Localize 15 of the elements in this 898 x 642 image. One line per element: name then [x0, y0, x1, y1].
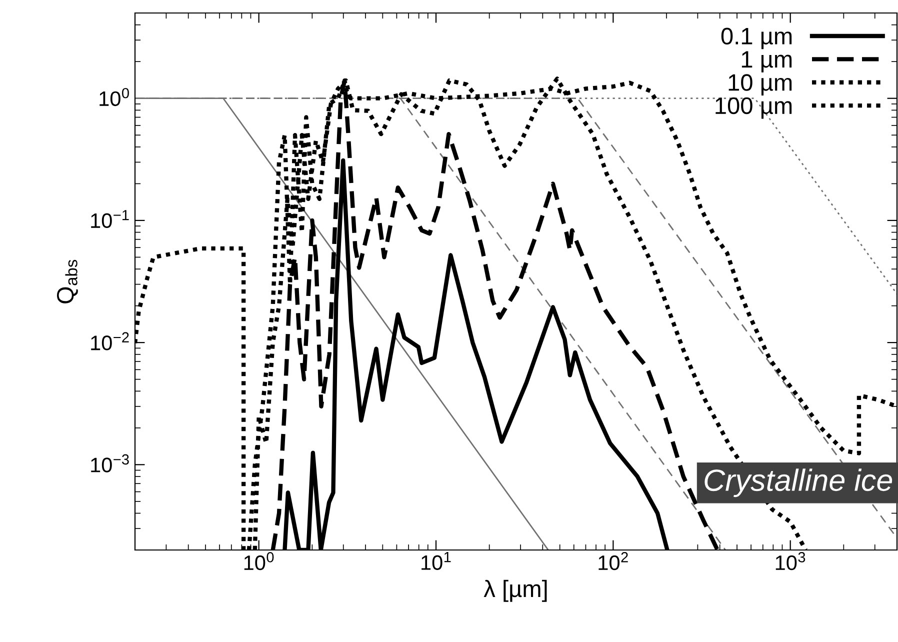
y-tick-label: 10$^{−2}$ [91, 332, 129, 350]
legend-label: 100 µm [716, 97, 792, 119]
y-tick-label: 10$^{−1}$ [91, 210, 129, 228]
legend-label: 1 µm [742, 51, 792, 72]
annotation: Crystalline ice [704, 468, 892, 498]
legend-label: 10 µm [728, 74, 792, 96]
y-tick-label: 10$^{0}$ [100, 88, 129, 106]
x-axis-title: λ [µm] [484, 580, 547, 602]
x-tick-label: 10$^{1}$ [422, 552, 451, 570]
y-tick-label: 10$^{−3}$ [91, 454, 129, 472]
x-tick-label: 10$^{3}$ [776, 552, 806, 570]
x-tick-label: 10$^{0}$ [244, 552, 274, 570]
legend-label: 0.1 µm [721, 28, 792, 50]
x-tick-label: 10$^{2}$ [598, 552, 628, 570]
y-axis-title: Q$_{abs}$ [56, 260, 78, 304]
